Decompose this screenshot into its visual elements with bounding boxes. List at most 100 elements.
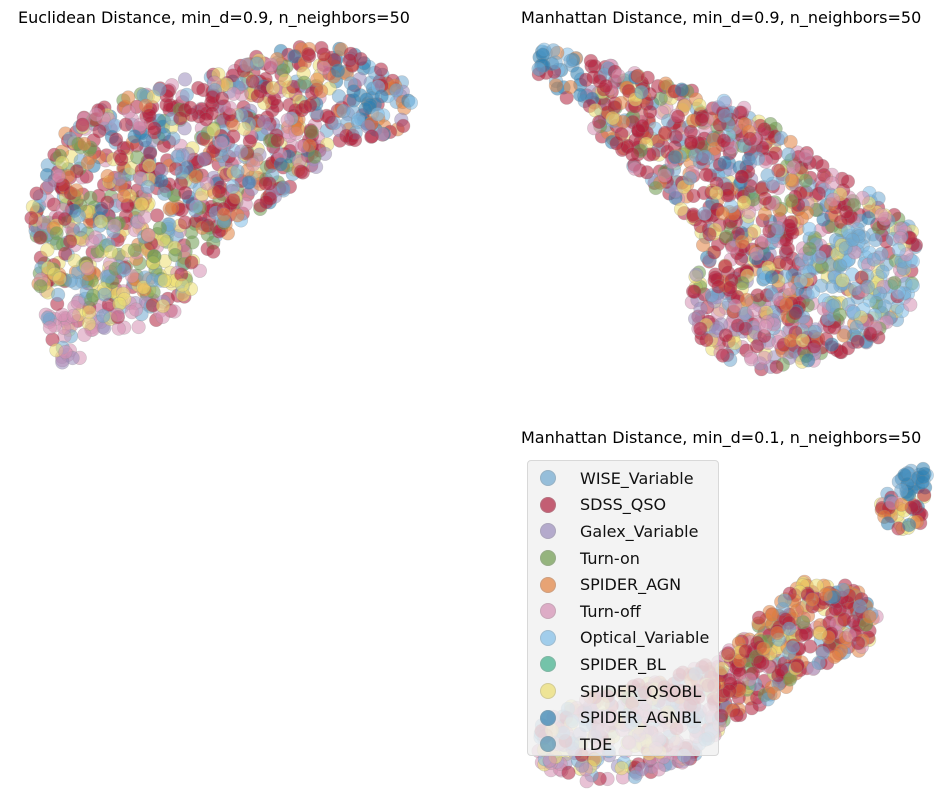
scatter-point [347, 132, 363, 148]
legend-marker [540, 550, 556, 567]
scatter-point [121, 104, 136, 119]
scatter-point [635, 118, 650, 134]
scatter-point [230, 208, 245, 223]
scatter-point [614, 127, 629, 142]
scatter-point [225, 179, 240, 194]
scatter-point [634, 761, 650, 777]
scatter-point [316, 47, 331, 62]
scatter-point [837, 612, 852, 627]
scatter-point [131, 319, 146, 335]
scatter-point [192, 263, 207, 278]
scatter-point [795, 333, 810, 348]
scatter-point [717, 108, 733, 123]
scatter-point [807, 324, 822, 339]
scatter-point [715, 206, 730, 221]
scatter-point [658, 125, 673, 140]
scatter-point [290, 122, 306, 137]
scatter-point [301, 47, 316, 62]
scatter-point [611, 68, 626, 83]
scatter-point [578, 72, 594, 87]
scatter-point [32, 230, 48, 245]
scatter-point [249, 56, 265, 71]
scatter-point [801, 353, 816, 368]
scatter-point [118, 117, 134, 132]
scatter-point [742, 672, 757, 687]
scatter-point [280, 113, 295, 128]
scatter-point [718, 259, 733, 274]
scatter-point [766, 686, 782, 701]
scatter-point [689, 267, 704, 282]
scatter-point [81, 305, 97, 320]
scatter-point [40, 242, 55, 257]
scatter-point [185, 235, 200, 250]
scatter-point [230, 164, 245, 179]
scatter-point [265, 80, 281, 96]
scatter-point [52, 271, 67, 286]
scatter-point [875, 264, 890, 279]
scatter-point [769, 359, 784, 375]
scatter-point [149, 208, 165, 223]
scatter-point [307, 149, 322, 164]
scatter-point [730, 318, 746, 333]
scatter-point [863, 326, 878, 341]
legend-marker [540, 709, 556, 726]
scatter-point [835, 273, 850, 288]
scatter-point [727, 298, 743, 314]
scatter-point [747, 224, 762, 239]
legend-label: TDE [580, 734, 613, 754]
scatter-point [757, 122, 772, 137]
scatter-point [770, 220, 786, 236]
scatter-point [737, 195, 752, 210]
scatter-point [784, 173, 800, 188]
scatter-point [42, 178, 57, 193]
legend-item-spider-agn: SPIDER_AGN [528, 571, 718, 598]
scatter-point [677, 98, 692, 113]
scatter-point [206, 122, 221, 137]
scatter-point [719, 229, 734, 244]
scatter-point [891, 242, 907, 257]
legend-item-spider-qsobl: SPIDER_QSOBL [528, 678, 718, 705]
scatter-point [750, 151, 766, 166]
legend-label: Turn-off [580, 601, 641, 621]
scatter-point [783, 333, 798, 348]
scatter-point [93, 214, 109, 229]
scatter-point [70, 295, 85, 310]
scatter-point [147, 121, 162, 136]
scatter-point [121, 90, 136, 105]
scatter-point [548, 55, 563, 70]
scatter-point [137, 210, 152, 225]
legend-item-turn-on: Turn-on [528, 545, 718, 572]
scatter-point [807, 339, 822, 354]
scatter-point [54, 155, 70, 170]
scatter-point [112, 171, 127, 187]
scatter-point [749, 246, 764, 261]
scatter-point [128, 302, 144, 317]
scatter-point [770, 625, 785, 641]
scatter-point [214, 91, 229, 106]
scatter-point [142, 108, 157, 123]
scatter-point [107, 218, 122, 233]
scatter-point [88, 230, 103, 245]
scatter-point [825, 192, 841, 207]
scatter-point [259, 195, 274, 210]
legend-label: SPIDER_AGNBL [580, 708, 701, 728]
scatter-point [747, 303, 762, 318]
scatter-point [634, 84, 649, 100]
scatter-point [707, 245, 722, 260]
plot-title-manhattan-0-1: Manhattan Distance, min_d=0.1, n_neighbo… [521, 428, 922, 447]
scatter-point [103, 244, 118, 259]
scatter-point [563, 53, 578, 68]
scatter-point [897, 467, 912, 483]
scatter-point [684, 136, 699, 151]
scatter-point [836, 328, 851, 343]
scatter-point [96, 308, 111, 324]
scatter-point [389, 83, 404, 98]
scatter-point [832, 307, 847, 322]
legend-item-wise-variable: WISE_Variable [528, 465, 718, 492]
scatter-point [33, 279, 48, 294]
legend-item-turn-off: Turn-off [528, 598, 718, 625]
scatter-point [245, 74, 260, 89]
scatter-point [157, 273, 172, 288]
scatter-point [77, 327, 92, 343]
scatter-point [860, 279, 875, 295]
